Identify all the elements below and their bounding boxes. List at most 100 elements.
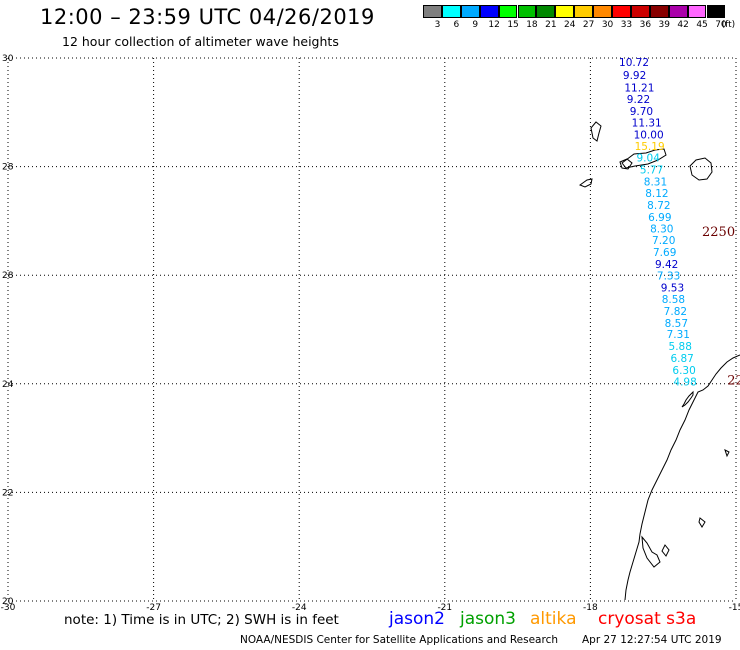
color-scale-label: 70	[715, 20, 727, 30]
lat-lon-grid	[7, 57, 737, 602]
footer-timestamp: Apr 27 12:27:54 UTC 2019	[582, 634, 722, 646]
swh-value: 7.33	[657, 271, 680, 283]
footer-note: note: 1) Time is in UTC; 2) SWH is in fe…	[64, 612, 339, 628]
swh-value: 9.04	[637, 153, 661, 165]
color-scale-swatch	[612, 5, 631, 18]
color-scale-label: 18	[526, 20, 538, 30]
swh-value: 4.98	[673, 376, 696, 388]
lat-tick-label: 24	[2, 380, 14, 390]
color-scale-swatch	[649, 5, 669, 18]
swh-value: 15.19	[635, 141, 665, 153]
color-scale-label: 45	[696, 20, 708, 30]
color-scale-swatch	[441, 5, 461, 18]
swh-value: 7.82	[664, 306, 687, 318]
axis-tick-labels: 30 28 28 24 22 20-30 -27 -24 -21 -18 -15	[1, 54, 740, 613]
color-scale-unit: (ft)	[721, 20, 736, 30]
island-tenerife	[621, 148, 667, 169]
color-scale-swatch	[479, 5, 499, 18]
color-scale-label: 30	[601, 20, 614, 30]
color-scale-label: 6	[453, 20, 460, 30]
swh-observations: 10.729.9211.219.229.7011.3110.0015.199.0…	[619, 57, 697, 388]
color-scale-label: 15	[507, 20, 519, 30]
swh-value: 6.99	[648, 212, 671, 224]
color-scale-label: 9	[472, 20, 479, 30]
color-scale-swatch	[668, 5, 688, 18]
pass-time-label: 22	[727, 373, 740, 388]
swh-value: 7.31	[667, 329, 690, 341]
swh-value: 10.72	[619, 57, 649, 69]
color-scale-label: 39	[658, 20, 670, 30]
swh-value: 9.92	[623, 70, 646, 82]
dakhla-peninsula	[681, 390, 694, 408]
lon-tick-label: -27	[146, 603, 161, 613]
color-scale-swatch	[460, 5, 480, 18]
swh-value: 10.00	[634, 129, 664, 141]
swh-value: 8.58	[662, 294, 685, 306]
swh-value: 5.88	[669, 341, 692, 353]
swh-value: 11.21	[624, 83, 654, 95]
african-coast	[624, 354, 740, 601]
swh-value: 11.31	[632, 117, 662, 129]
swh-value: 8.31	[644, 177, 667, 189]
swh-value: 6.87	[670, 353, 693, 365]
island-el-hierro	[578, 178, 593, 188]
mission-legend-item: jason3	[460, 609, 516, 629]
color-scale-swatch	[536, 5, 556, 18]
lat-tick-label: 22	[2, 488, 13, 498]
swh-value: 9.42	[655, 259, 678, 271]
swh-value: 8.72	[647, 200, 670, 212]
lat-tick-label: 28	[2, 271, 14, 281]
color-scale-label: 36	[639, 20, 652, 30]
swh-value: 5.77	[640, 165, 663, 177]
color-scale-swatch	[423, 5, 442, 18]
color-scale-swatch	[687, 5, 707, 18]
banc-darguin	[641, 535, 661, 568]
coastal-islet-2	[724, 449, 730, 458]
footer-credit: NOAA/NESDIS Center for Satellite Applica…	[240, 634, 558, 646]
swh-value: 9.70	[630, 106, 653, 118]
swh-value: 7.69	[653, 247, 676, 259]
page-title: 12:00 – 23:59 UTC 04/26/2019	[40, 5, 375, 29]
swh-value: 9.53	[661, 282, 684, 294]
lon-tick-label: -24	[292, 603, 307, 613]
pass-time-labels: 2250 22	[702, 225, 740, 388]
color-scale-swatch	[555, 5, 575, 18]
island-la-palma	[590, 121, 602, 142]
color-scale-label: 3	[434, 20, 441, 30]
coastline	[578, 121, 740, 601]
coastal-islet-1	[698, 517, 706, 528]
island-la-gomera	[619, 158, 633, 170]
color-scale-label: 24	[564, 20, 576, 30]
swh-value: 9.22	[627, 94, 650, 106]
swh-value: 8.12	[645, 188, 668, 200]
island-gran-canaria	[689, 157, 713, 181]
lon-tick-label: -18	[583, 603, 598, 613]
lon-tick-label: -15	[729, 603, 740, 613]
page-subtitle: 12 hour collection of altimeter wave hei…	[62, 34, 339, 49]
color-scale-label: 27	[582, 20, 595, 30]
color-scale-label: 21	[545, 20, 557, 30]
nouadhibou-islet	[661, 544, 670, 557]
mission-legend-item: jason2	[389, 609, 445, 629]
lon-tick-label: -30	[1, 603, 16, 613]
swh-value: 6.30	[672, 365, 695, 377]
mission-legend-item: altika	[530, 609, 577, 629]
color-scale-label: 33	[620, 20, 633, 30]
lat-tick-label: 28	[2, 163, 14, 173]
color-scale-swatch	[630, 5, 650, 18]
color-scale-swatch	[574, 5, 594, 18]
lat-tick-label: 20	[2, 597, 14, 607]
swh-value: 7.20	[652, 235, 675, 247]
swh-value: 8.30	[650, 223, 673, 235]
lat-tick-label: 30	[2, 54, 14, 64]
color-scale-swatch	[498, 5, 518, 18]
color-scale-swatch	[593, 5, 612, 18]
color-scale-label: 42	[677, 20, 689, 30]
lon-tick-label: -21	[437, 603, 452, 613]
color-scale-swatch	[706, 5, 726, 18]
color-scale-label: 12	[488, 20, 500, 30]
color-scale-swatch	[517, 5, 537, 18]
swh-value: 8.57	[665, 318, 688, 330]
mission-legend-item: cryosat s3a	[598, 609, 697, 629]
